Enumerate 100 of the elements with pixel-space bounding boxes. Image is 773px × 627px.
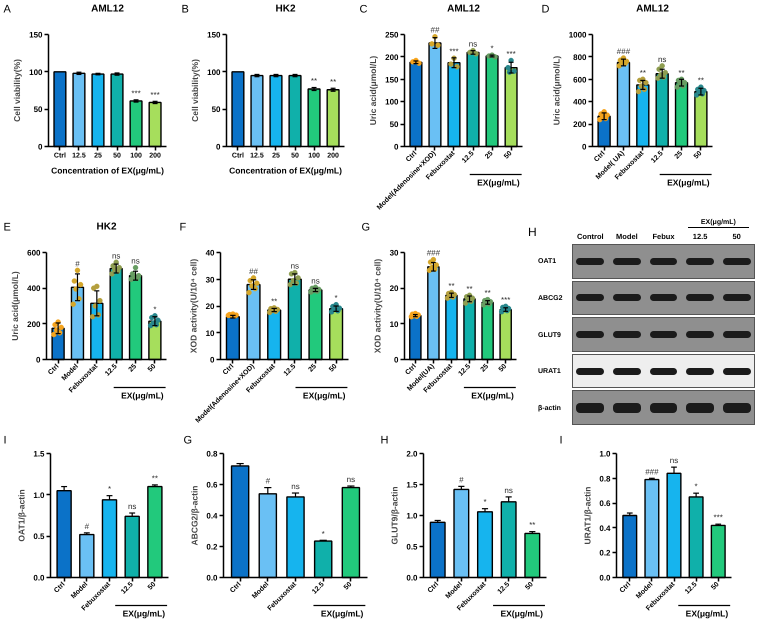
y-tick-label: 200 (385, 52, 400, 62)
annotation: * (153, 304, 156, 314)
y-tick-label: 20 (390, 284, 400, 294)
y-tick-label: 0 (38, 142, 44, 152)
annotation: ns (311, 276, 320, 286)
y-tick-label: 0.5 (406, 542, 418, 552)
annotation: *** (131, 88, 141, 98)
text: G (184, 434, 192, 446)
text: A (4, 4, 12, 16)
y-tick-label: 1.5 (33, 450, 46, 458)
annotation: ** (310, 76, 318, 86)
x-axis-title: Concentration of EX(μg/mL) (51, 166, 164, 176)
y-tick-label: 0 (216, 142, 222, 152)
y-tick-label: 100 (29, 68, 44, 77)
y-tick-label: 100 (207, 68, 222, 77)
y-tick-label: 200 (27, 320, 42, 329)
y-tick-label: 0.6 (599, 499, 612, 508)
y-axis-title: XOD activity(U/10⁴ cell) (372, 258, 383, 354)
y-tick-label: 150 (207, 30, 222, 40)
y-tick-label: 800 (573, 52, 588, 62)
annotation: ns (131, 256, 140, 266)
y-tick-label: 0.4 (206, 512, 218, 520)
y-tick-label: 0.2 (599, 548, 612, 558)
annotation: ## (430, 26, 440, 35)
annotation: ns (346, 475, 356, 484)
y-tick-label: 0.8 (206, 450, 218, 458)
y-tick-label: 30 (390, 248, 400, 258)
annotation: ** (330, 77, 336, 86)
y-tick-label: 0 (394, 356, 400, 364)
y-tick-label: 0 (582, 142, 588, 152)
annotation: * (322, 529, 325, 538)
y-tick-label: 1.5 (406, 480, 418, 490)
annotation: ** (152, 474, 158, 483)
y-tick-label: 1.0 (33, 490, 46, 500)
annotation: ns (670, 456, 678, 466)
y-axis-title: URAT1/β-actin (582, 486, 592, 544)
y-tick-label: 0.8 (599, 474, 612, 484)
text: H (528, 225, 537, 239)
annotation: # (75, 259, 80, 268)
annotation: ns (291, 482, 300, 492)
y-tick-label: 1000 (568, 30, 588, 40)
text: B (182, 4, 189, 16)
annotation: # (266, 476, 271, 486)
x-axis-title: EX(μg/mL) (477, 178, 520, 188)
y-tick-label: 600 (573, 75, 588, 84)
annotation: * (694, 482, 698, 492)
y-tick-label: 150 (385, 75, 400, 84)
annotation: ** (271, 296, 278, 306)
y-tick-label: 150 (29, 30, 44, 40)
text: H (380, 434, 388, 446)
y-tick-label: 0.0 (206, 574, 218, 582)
chart-title: AML12 (447, 4, 480, 14)
x-axis-title: EX(μg/mL) (121, 390, 164, 400)
x-axis-title: EX(μg/mL) (686, 608, 728, 618)
x-axis-title: Concentration of EX(μg/mL) (229, 166, 342, 176)
annotation: * (490, 44, 494, 54)
y-axis-title: Uric acid(μmol/L) (552, 56, 562, 126)
x-axis-title: EX(μg/mL) (500, 608, 544, 618)
y-axis-title: XOD activity(U/10⁴ cell) (188, 258, 199, 354)
y-tick-label: 0.0 (599, 574, 612, 582)
text: F (180, 222, 186, 234)
annotation: ** (466, 284, 473, 294)
annotation: ** (678, 68, 685, 78)
y-tick-label: 400 (27, 284, 42, 294)
annotation: *** (150, 90, 160, 100)
y-tick-label: 10 (206, 328, 216, 338)
annotation: ns (112, 251, 120, 260)
annotation: * (108, 484, 112, 494)
annotation: # (84, 522, 90, 531)
annotation: ns (504, 486, 513, 495)
y-tick-label: 0.5 (33, 532, 46, 542)
annotation: *** (500, 295, 510, 304)
annotation: * (334, 294, 338, 303)
annotation: ns (658, 54, 666, 64)
y-axis-title: Cell viability(%) (190, 58, 200, 122)
annotation: ns (128, 502, 136, 512)
chart-title: HK2 (276, 4, 296, 14)
annotation: *** (714, 513, 723, 522)
annotation: ### (616, 47, 631, 56)
y-tick-label: 200 (573, 120, 588, 130)
y-tick-label: 0.4 (599, 524, 612, 533)
annotation: ## (249, 266, 259, 276)
y-tick-label: 10 (390, 320, 400, 329)
y-axis-title: Uric acid(μmol/L) (10, 271, 20, 341)
y-tick-label: 50 (390, 120, 400, 130)
x-axis-title: EX(μg/mL) (320, 608, 364, 618)
y-tick-label: 250 (385, 30, 400, 40)
annotation: ** (698, 76, 704, 86)
chart-title: AML12 (91, 4, 124, 14)
x-axis-title: EX(μg/mL) (471, 390, 514, 400)
y-tick-label: 50 (212, 105, 222, 114)
annotation: # (459, 475, 464, 484)
annotation: *** (449, 46, 459, 56)
y-tick-label: 30 (206, 275, 216, 284)
y-tick-label: 0.0 (406, 574, 418, 582)
chart-title: AML12 (636, 4, 670, 14)
y-axis-title: OAT1/β-actin (16, 489, 26, 542)
y-tick-label: 2.0 (406, 450, 418, 458)
y-tick-label: 100 (385, 98, 400, 107)
text: I (4, 434, 7, 446)
